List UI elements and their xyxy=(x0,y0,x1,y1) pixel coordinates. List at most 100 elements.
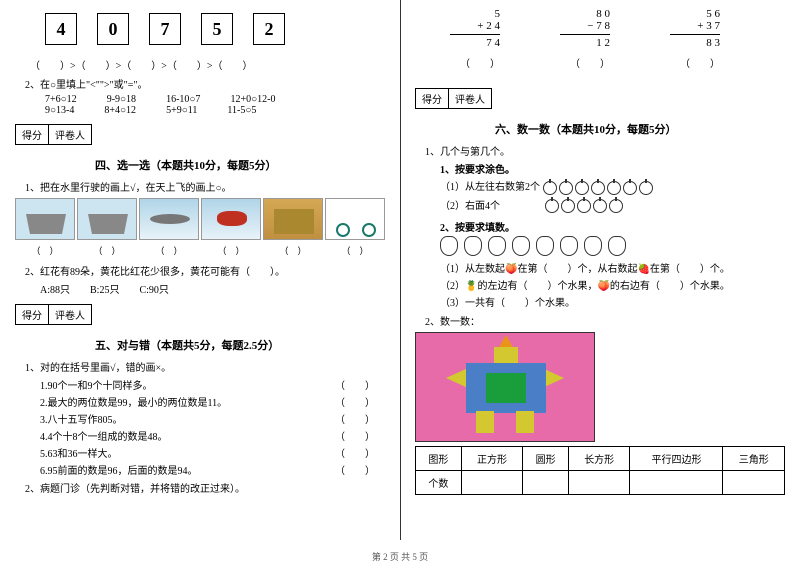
arith-op: + 2 4 xyxy=(450,20,500,32)
score-box: 得分 评卷人 xyxy=(415,88,492,109)
vehicle-plane xyxy=(139,198,199,240)
section4-title: 四、选一选（本题共10分，每题5分） xyxy=(95,157,385,173)
cell xyxy=(723,471,785,495)
s4-q2: 2、红花有89朵，黄花比红花少很多，黄花可能有（ ）。 xyxy=(25,263,385,278)
compare-blanks: （ ）>（ ）>（ ）>（ ）>（ ） xyxy=(30,57,385,72)
s6-q1-2b: （2）🍍的左边有（ ）个水果，🍑的右边有（ ）个水果。 xyxy=(440,277,785,292)
tf-paren: （ ） xyxy=(335,428,375,443)
row-label: 个数 xyxy=(416,471,462,495)
arithmetic-row: 5+ 2 4 7 4 （ ） 8 0− 7 8 1 2 （ ） 5 6+ 3 7 8 3 （… xyxy=(450,8,785,70)
s6-q1: 1、几个与第几个。 xyxy=(425,143,785,158)
arith-top: 8 0 xyxy=(560,8,610,20)
eq: 5+9○11 xyxy=(166,105,197,116)
grader-label: 评卷人 xyxy=(449,89,491,108)
eq: 16-10○7 xyxy=(166,94,200,105)
tf-paren: （ ） xyxy=(335,394,375,409)
s6-q1-1a: （1）从左往右数第2个 xyxy=(440,178,785,195)
arith-op: + 3 7 xyxy=(670,20,720,32)
vehicle-paren: （ ） xyxy=(139,244,199,257)
tf-item: 6.95前面的数是96，后面的数是94。 xyxy=(40,462,198,477)
fruit-icon xyxy=(440,236,458,256)
tf-paren: （ ） xyxy=(335,411,375,426)
num-box: 4 xyxy=(45,13,77,45)
arith-op: − 7 8 xyxy=(560,20,610,32)
shape-table: 图形 正方形 圆形 长方形 平行四边形 三角形 个数 xyxy=(415,446,785,495)
cell xyxy=(568,471,630,495)
fruit-icon xyxy=(464,236,482,256)
tf-item: 4.4个十8个一组成的数是48。 xyxy=(40,428,168,443)
eq: 9○13-4 xyxy=(45,105,74,116)
th: 圆形 xyxy=(523,447,569,471)
vehicle-paren: （ ） xyxy=(77,244,137,257)
fruit-icon xyxy=(536,236,554,256)
num-box: 7 xyxy=(149,13,181,45)
score-label: 得分 xyxy=(16,305,49,324)
th: 长方形 xyxy=(568,447,630,471)
q2-title: 2、在○里填上"<"">"或"="。 xyxy=(25,76,385,91)
eq: 12+0○12-0 xyxy=(230,94,275,105)
th: 正方形 xyxy=(461,447,523,471)
fruit-icon xyxy=(560,236,578,256)
section6-title: 六、数一数（本题共10分，每题5分） xyxy=(495,121,785,137)
eq: 7+6○12 xyxy=(45,94,77,105)
th: 平行四边形 xyxy=(630,447,723,471)
vehicle-paren: （ ） xyxy=(263,244,323,257)
tf-item: 5.63和36一样大。 xyxy=(40,445,118,460)
s4-q2-opts: A:88只 B:25只 C:90只 xyxy=(40,281,385,296)
arith-ans: 1 2 xyxy=(560,37,610,49)
vehicle-ship xyxy=(15,198,75,240)
vehicle-helicopter xyxy=(201,198,261,240)
num-box: 5 xyxy=(201,13,233,45)
fruit-row xyxy=(440,236,785,256)
s6-q1-1: 1、按要求涂色。 xyxy=(440,161,785,176)
grader-label: 评卷人 xyxy=(49,305,91,324)
fruit-icon xyxy=(584,236,602,256)
vehicle-paren: （ ） xyxy=(15,244,75,257)
grader-label: 评卷人 xyxy=(49,125,91,144)
vehicle-ship2 xyxy=(77,198,137,240)
fruit-icon xyxy=(488,236,506,256)
s6-q1-2c: （3）一共有（ ）个水果。 xyxy=(440,294,785,309)
tf-item: 1.90个一和9个十同样多。 xyxy=(40,377,153,392)
fruit-icon xyxy=(608,236,626,256)
vehicle-bike xyxy=(325,198,385,240)
apple-row xyxy=(545,199,623,213)
score-label: 得分 xyxy=(16,125,49,144)
shape-figure xyxy=(415,332,595,442)
page-footer: 第 2 页 共 5 页 xyxy=(0,550,800,563)
tf-item: 2.最大的两位数是99，最小的两位数是11。 xyxy=(40,394,227,409)
arith-ans: 7 4 xyxy=(450,37,500,49)
tf-paren: （ ） xyxy=(335,445,375,460)
arith-paren: （ ） xyxy=(450,55,500,70)
arith-ans: 8 3 xyxy=(670,37,720,49)
score-box: 得分 评卷人 xyxy=(15,304,92,325)
cell xyxy=(523,471,569,495)
s6-q2: 2、数一数： xyxy=(425,313,785,328)
s5-q1: 1、对的在括号里画√，错的画×。 xyxy=(25,359,385,374)
cell xyxy=(461,471,523,495)
arith-top: 5 xyxy=(450,8,500,20)
eq: 8+4○12 xyxy=(104,105,136,116)
arith-paren: （ ） xyxy=(560,55,610,70)
tf-paren: （ ） xyxy=(335,462,375,477)
s5-q2: 2、病题门诊（先判断对错，并将错的改正过来）。 xyxy=(25,480,385,495)
arith-top: 5 6 xyxy=(670,8,720,20)
vehicle-paren: （ ） xyxy=(201,244,261,257)
num-box: 2 xyxy=(253,13,285,45)
tf-paren: （ ） xyxy=(335,377,375,392)
s6-q1-1b: （2）右面4个 xyxy=(440,197,785,214)
apple-row xyxy=(543,181,653,195)
tf-item: 3.八十五写作805。 xyxy=(40,411,123,426)
score-label: 得分 xyxy=(416,89,449,108)
num-box: 0 xyxy=(97,13,129,45)
score-box: 得分 评卷人 xyxy=(15,124,92,145)
vehicle-row xyxy=(15,198,385,240)
s6-q1-2: 2、按要求填数。 xyxy=(440,219,785,234)
s4-q1: 1、把在水里行驶的画上√，在天上飞的画上○。 xyxy=(25,179,385,194)
arith-paren: （ ） xyxy=(670,55,720,70)
cell xyxy=(630,471,723,495)
eq: 11-5○5 xyxy=(227,105,256,116)
vehicle-roller xyxy=(263,198,323,240)
th: 图形 xyxy=(416,447,462,471)
section5-title: 五、对与错（本题共5分，每题2.5分） xyxy=(95,337,385,353)
